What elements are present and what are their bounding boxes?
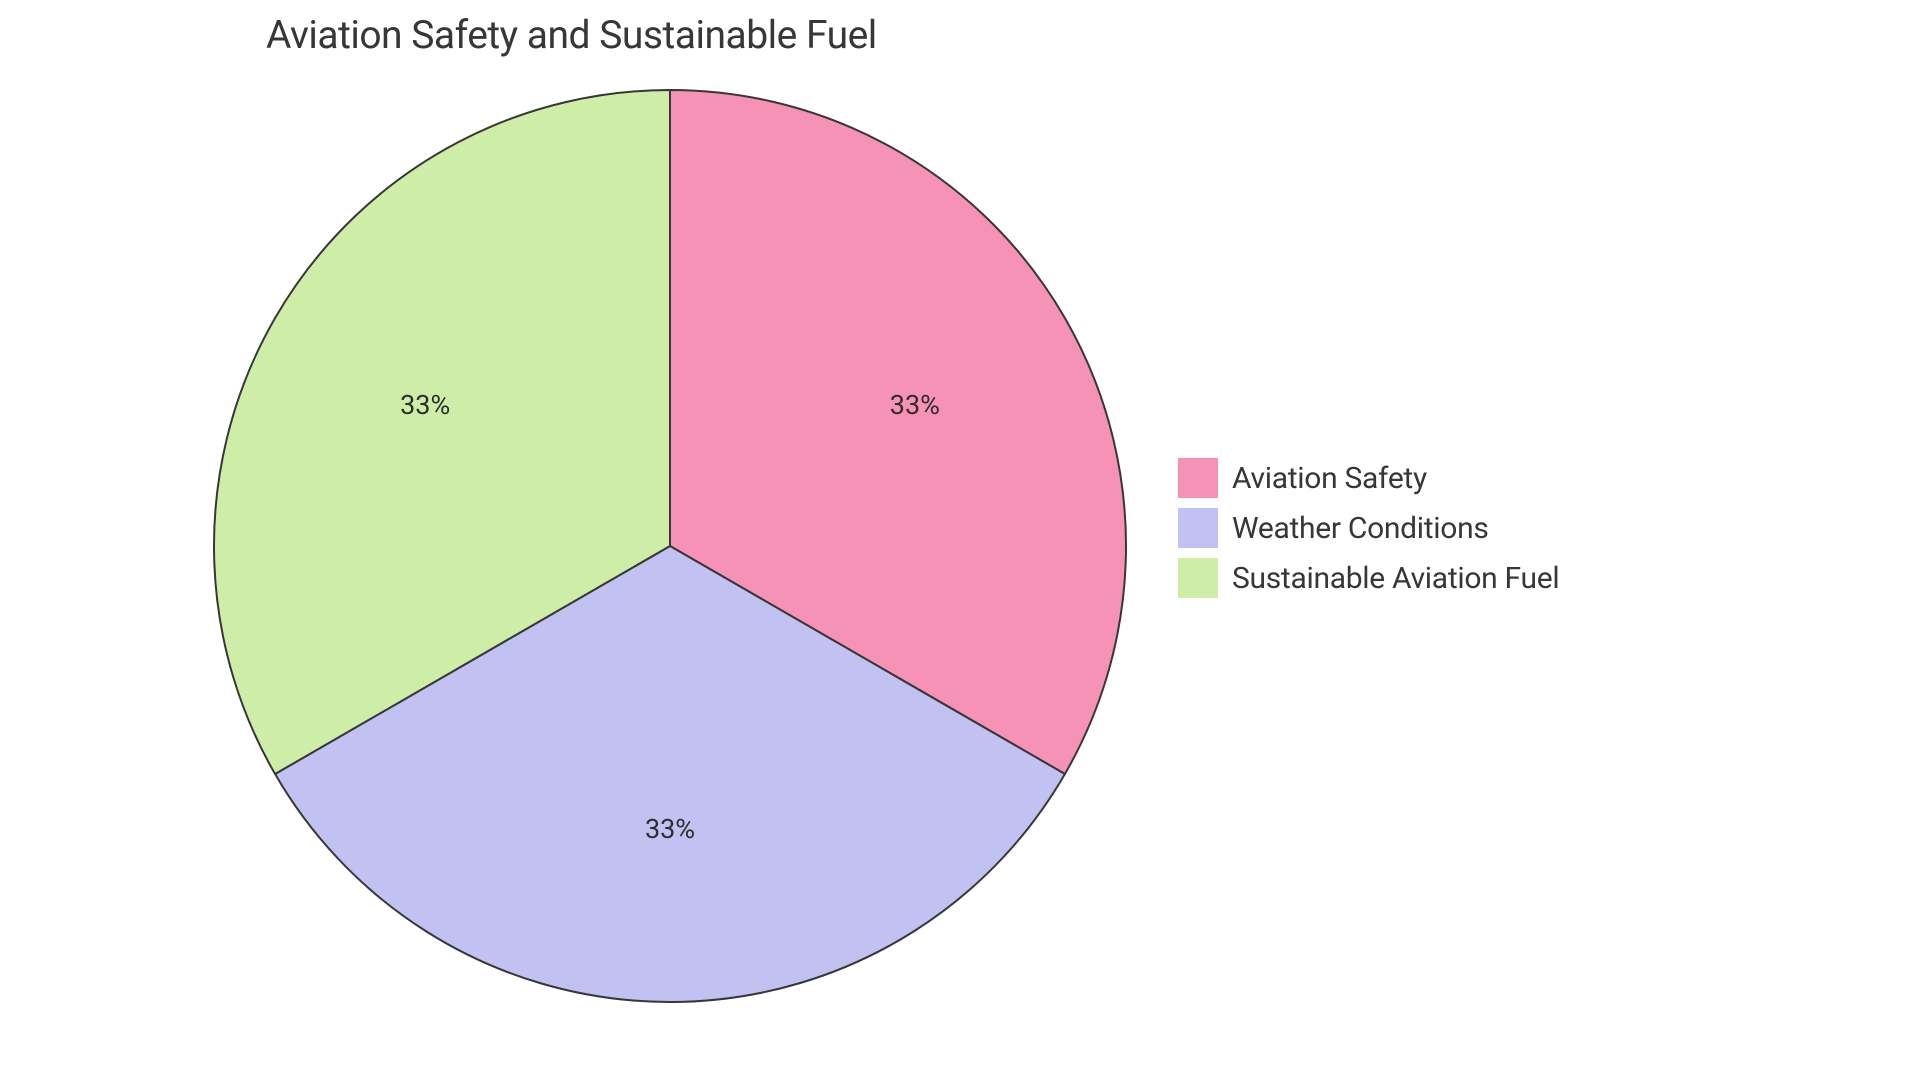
legend-item-1: Weather Conditions: [1178, 504, 1559, 552]
slice-label-0: 33%: [890, 389, 940, 421]
legend-item-0: Aviation Safety: [1178, 454, 1559, 502]
legend-swatch-0: [1178, 458, 1218, 498]
legend-swatch-2: [1178, 558, 1218, 598]
legend-label-0: Aviation Safety: [1232, 461, 1427, 496]
slice-label-2: 33%: [400, 389, 450, 421]
legend-label-1: Weather Conditions: [1232, 511, 1489, 546]
legend-label-2: Sustainable Aviation Fuel: [1232, 561, 1559, 596]
slice-label-1: 33%: [645, 813, 695, 845]
pie-chart-container: Aviation Safety and Sustainable Fuel Avi…: [0, 0, 1920, 1080]
legend-swatch-1: [1178, 508, 1218, 548]
legend-item-2: Sustainable Aviation Fuel: [1178, 554, 1559, 602]
pie-chart-svg: [0, 0, 1920, 1080]
chart-legend: Aviation Safety Weather Conditions Sustain…: [1178, 454, 1559, 602]
